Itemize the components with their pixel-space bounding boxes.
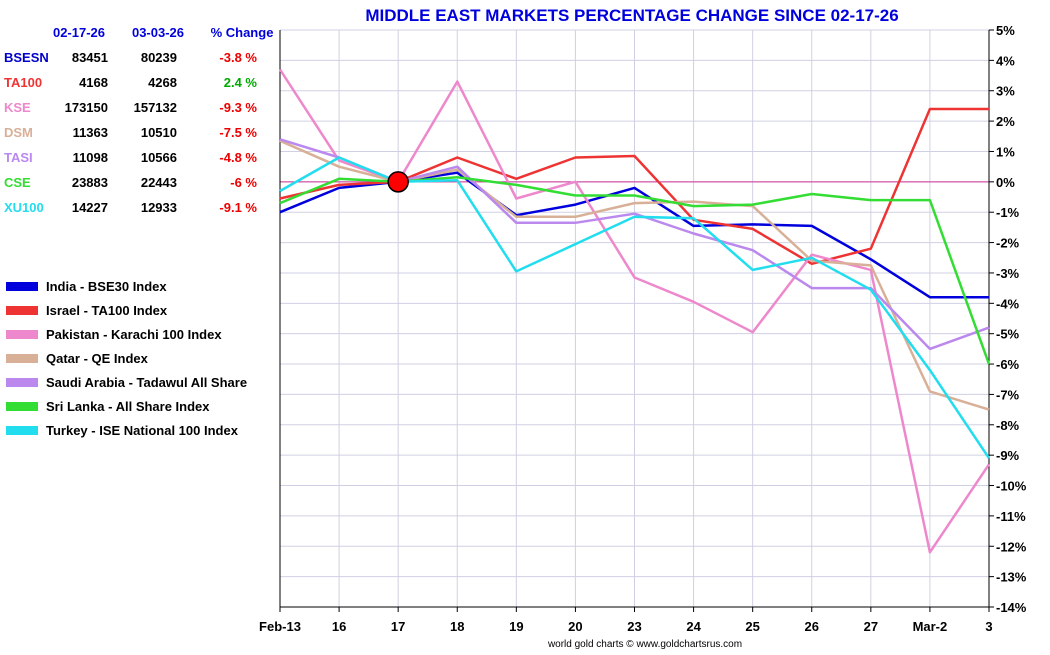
x-tick-label: 24 (686, 619, 701, 634)
y-tick-label: 0% (996, 175, 1015, 190)
table-header-date1: 02-17-26 (53, 25, 105, 40)
table-change: -4.8 % (219, 150, 257, 165)
x-tick-label: 16 (332, 619, 346, 634)
y-tick-label: -14% (996, 600, 1027, 615)
table-value-date2: 22443 (141, 175, 177, 190)
table-value-date1: 4168 (79, 75, 108, 90)
table-change: -3.8 % (219, 50, 257, 65)
x-tick-label: 27 (864, 619, 878, 634)
y-tick-label: -10% (996, 479, 1027, 494)
table-value-date2: 4268 (148, 75, 177, 90)
legend-swatch (6, 306, 38, 315)
x-tick-label: 19 (509, 619, 523, 634)
legend-label: Turkey - ISE National 100 Index (46, 423, 239, 438)
y-tick-label: 2% (996, 114, 1015, 129)
table-symbol: XU100 (4, 200, 44, 215)
table-symbol: CSE (4, 175, 31, 190)
x-tick-label: 25 (745, 619, 759, 634)
legend-swatch (6, 402, 38, 411)
axes: 5% 4% 3% 2% 1% 0% -1% -2% -3% -4% -5% -6% -7% -8% -9% -… (259, 23, 1027, 634)
y-tick-label: -13% (996, 570, 1027, 585)
table-symbol: TASI (4, 150, 33, 165)
y-tick-label: 4% (996, 53, 1015, 68)
table-symbol: DSM (4, 125, 33, 140)
legend: India - BSE30 Index Israel - TA100 Index P… (6, 279, 247, 438)
legend-swatch (6, 354, 38, 363)
table-value-date1: 11363 (73, 125, 108, 140)
y-tick-label: -5% (996, 327, 1020, 342)
table-header-date2: 03-03-26 (132, 25, 184, 40)
x-tick-label: 20 (568, 619, 582, 634)
y-tick-label: 1% (996, 144, 1015, 159)
table-value-date2: 157132 (134, 100, 177, 115)
x-tick-label: Feb-13 (259, 619, 301, 634)
x-tick-label: 26 (805, 619, 819, 634)
x-tick-label: 23 (627, 619, 641, 634)
legend-label: India - BSE30 Index (46, 279, 167, 294)
legend-label: Pakistan - Karachi 100 Index (46, 327, 222, 342)
table-change: -9.3 % (219, 100, 257, 115)
table-value-date1: 23883 (72, 175, 108, 190)
table-symbol: KSE (4, 100, 31, 115)
table-value-date2: 12933 (141, 200, 177, 215)
x-tick-label: Mar-2 (913, 619, 948, 634)
x-tick-label: 3 (985, 619, 992, 634)
table-symbol: BSESN (4, 50, 49, 65)
y-tick-label: -11% (996, 509, 1026, 524)
table-change: -9.1 % (219, 200, 257, 215)
chart-credit: world gold charts © www.goldchartsrus.co… (547, 639, 742, 650)
legend-label: Saudi Arabia - Tadawul All Share (46, 375, 247, 390)
table-value-date2: 80239 (141, 50, 177, 65)
table-change: -7.5 % (219, 125, 257, 140)
summary-table: 02-17-26 03-03-26 % Change BSESN 83451 80239 -… (4, 25, 273, 215)
start-marker (387, 171, 409, 193)
table-value-date1: 11098 (73, 150, 108, 165)
table-value-date1: 14227 (72, 200, 108, 215)
y-tick-label: -7% (996, 387, 1020, 402)
table-value-date2: 10510 (141, 125, 177, 140)
legend-swatch (6, 330, 38, 339)
y-tick-label: 3% (996, 84, 1015, 99)
legend-swatch (6, 282, 38, 291)
table-change: -6 % (230, 175, 257, 190)
y-tick-label: -12% (996, 539, 1027, 554)
legend-swatch (6, 426, 38, 435)
start-marker-dot (387, 171, 409, 193)
table-value-date2: 10566 (141, 150, 177, 165)
legend-label: Sri Lanka - All Share Index (46, 399, 210, 414)
table-value-date1: 173150 (65, 100, 108, 115)
table-value-date1: 83451 (72, 50, 108, 65)
y-tick-label: 5% (996, 23, 1015, 38)
table-symbol: TA100 (4, 75, 42, 90)
x-tick-label: 18 (450, 619, 464, 634)
legend-label: Qatar - QE Index (46, 351, 149, 366)
y-tick-label: -9% (996, 448, 1020, 463)
x-tick-label: 17 (391, 619, 405, 634)
legend-swatch (6, 378, 38, 387)
table-header-change: % Change (211, 25, 274, 40)
legend-label: Israel - TA100 Index (46, 303, 168, 318)
chart-title: MIDDLE EAST MARKETS PERCENTAGE CHANGE SI… (365, 6, 898, 25)
y-tick-label: -1% (996, 205, 1020, 220)
y-tick-label: -6% (996, 357, 1020, 372)
y-tick-label: -8% (996, 418, 1020, 433)
grid (279, 29, 990, 608)
table-change: 2.4 % (224, 75, 258, 90)
y-tick-label: -2% (996, 236, 1020, 251)
y-tick-label: -3% (996, 266, 1020, 281)
y-tick-label: -4% (996, 296, 1020, 311)
